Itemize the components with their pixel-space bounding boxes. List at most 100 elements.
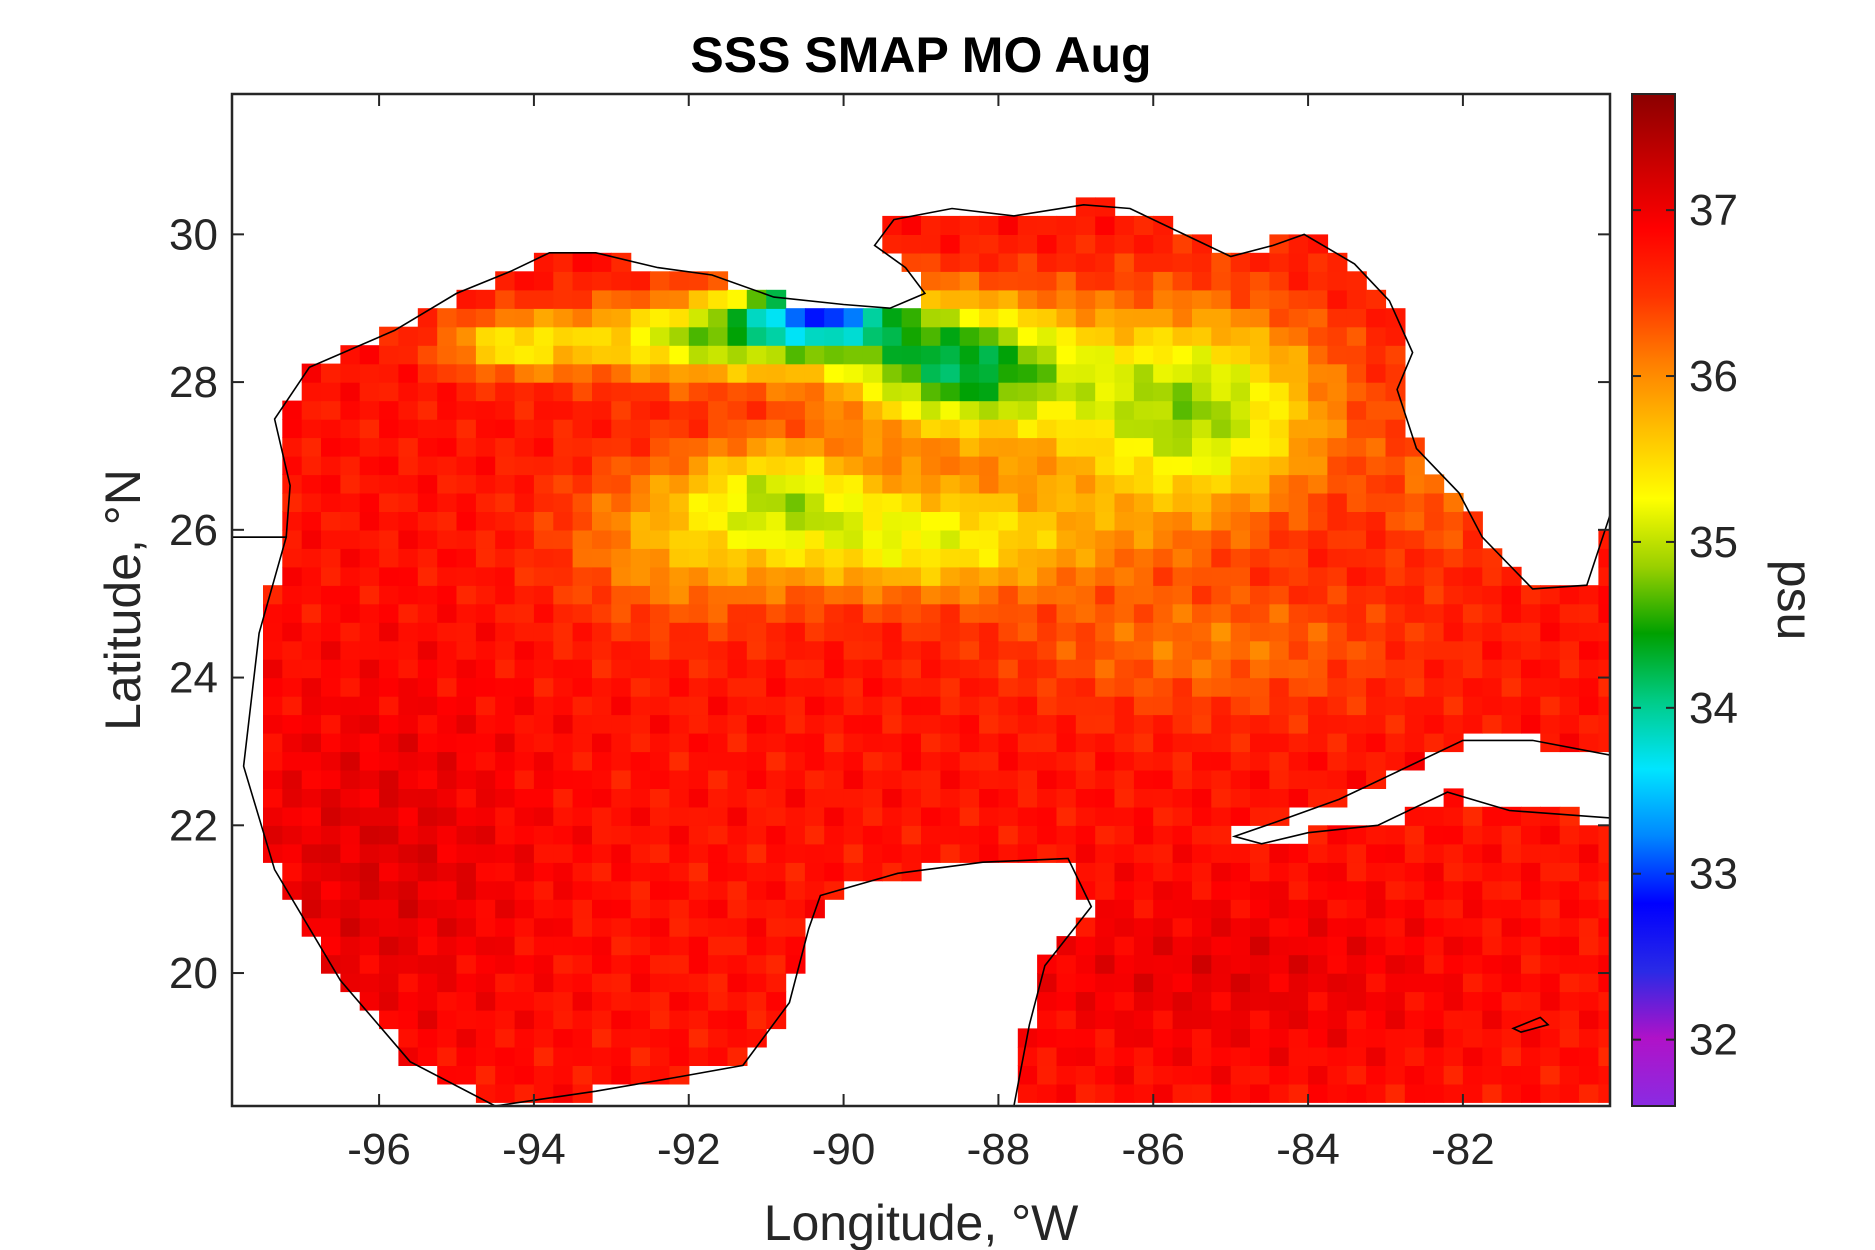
salinity-cell (1540, 733, 1561, 753)
salinity-cell (1114, 899, 1135, 919)
salinity-cell (1521, 936, 1541, 956)
salinity-cell (882, 419, 903, 439)
salinity-cell (1056, 696, 1077, 716)
salinity-cell (901, 529, 922, 549)
salinity-cell (1598, 862, 1610, 882)
salinity-cell (1172, 456, 1193, 476)
salinity-cell (359, 345, 380, 365)
salinity-cell (1133, 659, 1154, 679)
salinity-cell (998, 548, 1019, 568)
salinity-cell (1172, 548, 1193, 568)
salinity-cell (1346, 973, 1367, 993)
salinity-cell (727, 345, 748, 365)
salinity-cell (1172, 769, 1193, 789)
salinity-cell (1501, 677, 1522, 697)
salinity-cell (785, 806, 806, 826)
salinity-cell (553, 751, 574, 771)
salinity-cell (611, 659, 632, 679)
salinity-cell (437, 363, 458, 383)
salinity-cell (1579, 862, 1599, 882)
salinity-cell (1269, 1010, 1290, 1030)
salinity-cell (650, 492, 670, 512)
salinity-cell (1133, 529, 1154, 549)
salinity-cell (1269, 751, 1290, 771)
salinity-cell (1366, 345, 1387, 365)
salinity-cell (1559, 899, 1580, 919)
salinity-cell (1133, 585, 1154, 605)
salinity-cell (901, 751, 922, 771)
salinity-cell (398, 917, 419, 937)
salinity-cell (1114, 622, 1135, 642)
salinity-cell (340, 419, 361, 439)
salinity-cell (669, 733, 690, 753)
salinity-cell (437, 308, 458, 328)
salinity-cell (1133, 456, 1154, 476)
salinity-cell (843, 326, 864, 346)
salinity-cell (1230, 345, 1251, 365)
salinity-cell (379, 677, 400, 697)
salinity-cell (1327, 880, 1348, 900)
salinity-cell (630, 880, 651, 900)
salinity-cell (1269, 954, 1290, 974)
salinity-cell (824, 548, 845, 568)
salinity-cell (533, 1010, 554, 1030)
salinity-cell (263, 806, 283, 826)
salinity-cell (650, 603, 670, 623)
salinity-cell (1327, 289, 1348, 309)
salinity-cell (669, 603, 690, 623)
salinity-cell (901, 400, 922, 420)
salinity-cell (959, 529, 980, 549)
salinity-cell (533, 289, 554, 309)
salinity-cell (495, 1010, 516, 1030)
salinity-cell (398, 585, 419, 605)
salinity-cell (263, 714, 283, 734)
salinity-cell (1346, 419, 1367, 439)
salinity-cell (1250, 1083, 1270, 1103)
salinity-cell (650, 585, 670, 605)
salinity-cell (1288, 696, 1309, 716)
salinity-cell (804, 400, 825, 420)
salinity-cell (979, 566, 1000, 586)
salinity-cell (1153, 529, 1174, 549)
salinity-cell (1288, 880, 1309, 900)
salinity-cell (1133, 806, 1154, 826)
salinity-cell (514, 382, 535, 402)
salinity-cell (1327, 529, 1348, 549)
salinity-cell (766, 640, 787, 660)
salinity-cell (1250, 973, 1270, 993)
salinity-cell (1250, 400, 1270, 420)
salinity-cell (785, 363, 806, 383)
salinity-cell (572, 917, 593, 937)
salinity-cell (1250, 492, 1270, 512)
salinity-cell (340, 806, 361, 826)
salinity-cell (1250, 622, 1270, 642)
salinity-cell (1133, 289, 1154, 309)
salinity-cell (1114, 234, 1135, 254)
salinity-cell (1211, 1046, 1232, 1066)
salinity-cell (1095, 289, 1116, 309)
salinity-cell (1404, 603, 1425, 623)
salinity-cell (553, 1065, 574, 1085)
salinity-cell (1250, 252, 1270, 272)
salinity-cell (437, 456, 458, 476)
salinity-cell (1385, 363, 1406, 383)
colorbar-tick-label: 37 (1689, 186, 1738, 235)
salinity-cell (1153, 566, 1174, 586)
salinity-cell (766, 696, 787, 716)
salinity-cell (379, 456, 400, 476)
salinity-cell (1075, 271, 1096, 291)
salinity-cell (1598, 548, 1610, 568)
salinity-cell (1424, 677, 1445, 697)
salinity-cell (766, 326, 787, 346)
salinity-cell (1153, 843, 1174, 863)
salinity-cell (1443, 973, 1464, 993)
salinity-cell (398, 492, 419, 512)
salinity-cell (1501, 603, 1522, 623)
salinity-cell (1172, 751, 1193, 771)
salinity-cell (1075, 1010, 1096, 1030)
salinity-cell (843, 566, 864, 586)
salinity-cell (475, 788, 496, 808)
salinity-cell (359, 529, 380, 549)
salinity-cell (882, 215, 903, 235)
salinity-cell (1153, 880, 1174, 900)
